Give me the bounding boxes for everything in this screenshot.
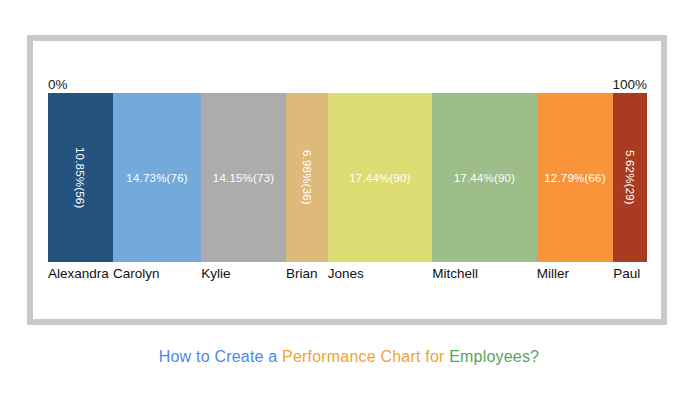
bar-value-label: 14.15%(73) xyxy=(213,172,274,184)
bar-segment-kylie[interactable]: 14.15%(73) xyxy=(201,93,286,262)
bar-value-label: 10.85%(56) xyxy=(74,147,86,208)
bar-value-label: 6.98%(36) xyxy=(301,150,313,205)
bar-value-label: 12.79%(66) xyxy=(544,172,605,184)
caption-part: Performance Chart for xyxy=(282,348,449,365)
bar-value-label: 17.44%(90) xyxy=(454,172,515,184)
axis-label-end: 100% xyxy=(612,77,647,93)
category-label-carolyn: Carolyn xyxy=(113,265,160,283)
category-label-paul: Paul xyxy=(613,265,640,283)
category-label-mitchell: Mitchell xyxy=(432,265,478,283)
category-label-brian: Brian xyxy=(286,265,318,283)
bar-segment-carolyn[interactable]: 14.73%(76) xyxy=(113,93,201,262)
bar-value-label: 5.62%(29) xyxy=(624,150,636,205)
axis-label-start: 0% xyxy=(48,77,68,93)
category-label-jones: Jones xyxy=(328,265,364,283)
bar-segment-mitchell[interactable]: 17.44%(90) xyxy=(432,93,536,262)
caption-part: Employees? xyxy=(449,348,539,365)
chart-frame: 0% 100% 10.85%(56) 14.73%(76) 14.15%(73) 6.… xyxy=(27,35,667,325)
stacked-bar: 10.85%(56) 14.73%(76) 14.15%(73) 6.98%(36) 1… xyxy=(48,93,647,262)
bar-segment-miller[interactable]: 12.79%(66) xyxy=(537,93,614,262)
chart-caption: How to Create a Performance Chart for Em… xyxy=(0,348,698,366)
bar-value-label: 14.73%(76) xyxy=(126,172,187,184)
bar-value-label: 17.44%(90) xyxy=(349,172,410,184)
caption-part: How to Create a xyxy=(159,348,282,365)
bar-segment-paul[interactable]: 5.62%(29) xyxy=(613,93,647,262)
category-label-alexandra: Alexandra xyxy=(48,265,109,283)
chart-plot-area: 0% 100% 10.85%(56) 14.73%(76) 14.15%(73) 6.… xyxy=(48,41,647,319)
category-label-row: AlexandraCarolyn Kylie Brian Jones Mitchell M… xyxy=(48,265,647,283)
bar-segment-alexandra[interactable]: 10.85%(56) xyxy=(48,93,113,262)
category-label-miller: Miller xyxy=(537,265,569,283)
axis-row: 0% 100% xyxy=(48,77,647,93)
category-label-kylie: Kylie xyxy=(201,265,230,283)
bar-segment-jones[interactable]: 17.44%(90) xyxy=(328,93,432,262)
bar-segment-brian[interactable]: 6.98%(36) xyxy=(286,93,328,262)
